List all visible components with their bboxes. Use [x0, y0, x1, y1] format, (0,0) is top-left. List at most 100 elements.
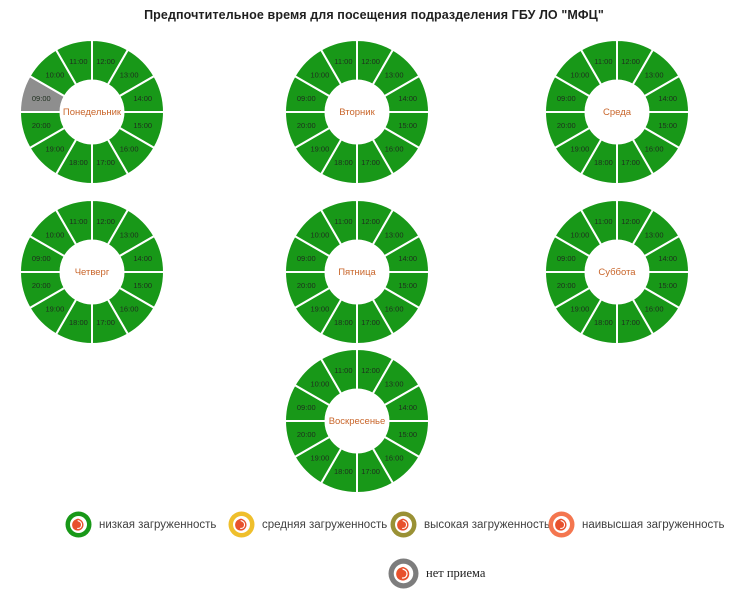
mfc-logo-glyph [72, 518, 84, 531]
legend-item-low: низкая загруженность [65, 509, 216, 540]
legend-medium-icon [228, 511, 255, 538]
legend-no-reception-icon [388, 558, 419, 589]
segment-time-label: 10:00 [45, 70, 64, 79]
legend-label: средняя загруженность [262, 518, 388, 531]
segment-time-label: 10:00 [310, 379, 329, 388]
segment-time-label: 09:00 [557, 254, 576, 263]
segment-time-label: 13:00 [120, 70, 139, 79]
segment-time-label: 12:00 [621, 217, 640, 226]
segment-time-label: 12:00 [361, 366, 380, 375]
segment-20:00 [283, 271, 332, 310]
segment-time-label: 14:00 [133, 254, 152, 263]
segment-time-label: 13:00 [645, 230, 664, 239]
segment-time-label: 14:00 [398, 254, 417, 263]
segment-time-label: 16:00 [120, 305, 139, 314]
segment-time-label: 15:00 [658, 121, 677, 130]
segment-time-label: 09:00 [32, 94, 51, 103]
segment-time-label: 17:00 [361, 318, 380, 327]
legend-label: низкая загруженность [99, 518, 217, 531]
donut-6-day: 09:00 10:00 11:00 12:00 13:00 14:00 15:00 16:00… [543, 198, 691, 346]
segment-20:00 [283, 420, 332, 459]
segment-time-label: 15:00 [398, 281, 417, 290]
segment-20:00 [283, 111, 332, 150]
segment-time-label: 20:00 [557, 281, 576, 290]
segment-time-label: 11:00 [594, 217, 612, 226]
donut-4-day: 09:00 10:00 11:00 12:00 13:00 14:00 15:00 16:00… [18, 198, 166, 346]
segment-time-label: 11:00 [69, 217, 87, 226]
segment-time-label: 20:00 [297, 281, 316, 290]
segment-time-label: 13:00 [385, 70, 404, 79]
segment-time-label: 19:00 [570, 305, 589, 314]
day-name-label: Понедельник [63, 107, 122, 118]
mfc-logo-glyph [396, 566, 410, 581]
legend-label: высокая загруженность [424, 518, 550, 531]
segment-time-label: 17:00 [621, 318, 640, 327]
segment-time-label: 11:00 [334, 217, 352, 226]
segment-time-label: 12:00 [96, 57, 115, 66]
segment-time-label: 14:00 [658, 254, 677, 263]
segment-time-label: 16:00 [385, 145, 404, 154]
mfc-logo-glyph [235, 518, 247, 531]
segment-time-label: 19:00 [45, 305, 64, 314]
segment-time-label: 19:00 [570, 145, 589, 154]
legend-label: наивысшая загруженность [582, 518, 725, 531]
day-name-label: Четверг [75, 267, 110, 278]
segment-20:00 [18, 111, 67, 150]
segment-time-label: 13:00 [645, 70, 664, 79]
segment-time-label: 12:00 [361, 217, 380, 226]
segment-time-label: 14:00 [133, 94, 152, 103]
segment-time-label: 18:00 [594, 158, 613, 167]
chart-title: Предпочтительное время для посещения под… [144, 8, 604, 22]
segment-time-label: 16:00 [645, 145, 664, 154]
segment-time-label: 19:00 [310, 305, 329, 314]
segment-time-label: 18:00 [334, 158, 353, 167]
legend-low-icon [65, 511, 92, 538]
segment-time-label: 17:00 [621, 158, 640, 167]
segment-time-label: 10:00 [570, 70, 589, 79]
segment-time-label: 20:00 [297, 430, 316, 439]
segment-time-label: 15:00 [133, 281, 152, 290]
segment-time-label: 13:00 [385, 230, 404, 239]
segment-time-label: 14:00 [658, 94, 677, 103]
segment-time-label: 15:00 [133, 121, 152, 130]
segment-time-label: 17:00 [361, 467, 380, 476]
legend-item-no-reception: нет приема [388, 558, 485, 589]
segment-time-label: 12:00 [621, 57, 640, 66]
segment-time-label: 16:00 [385, 454, 404, 463]
segment-time-label: 10:00 [310, 230, 329, 239]
segment-time-label: 09:00 [297, 94, 316, 103]
segment-time-label: 15:00 [398, 430, 417, 439]
no-reception-label: нет приема [426, 566, 486, 580]
donut-5-day: 09:00 10:00 11:00 12:00 13:00 14:00 15:00 16:00… [283, 198, 431, 346]
day-name-label: Суббота [598, 267, 636, 278]
segment-time-label: 20:00 [32, 121, 51, 130]
segment-time-label: 19:00 [45, 145, 64, 154]
segment-time-label: 18:00 [334, 467, 353, 476]
segment-time-label: 14:00 [398, 403, 417, 412]
segment-time-label: 17:00 [361, 158, 380, 167]
donut-2-day: 09:00 10:00 11:00 12:00 13:00 14:00 15:00 16:00… [283, 38, 431, 186]
segment-time-label: 09:00 [297, 403, 316, 412]
legend-item-highest: наивысшая загруженность [548, 509, 725, 540]
segment-time-label: 20:00 [297, 121, 316, 130]
segment-time-label: 16:00 [385, 305, 404, 314]
segment-time-label: 13:00 [120, 230, 139, 239]
legend-item-high: высокая загруженность [390, 509, 550, 540]
donut-7-day: 09:00 10:00 11:00 12:00 13:00 14:00 15:00 16:00… [283, 347, 431, 495]
mfc-logo-glyph [397, 518, 409, 531]
segment-time-label: 18:00 [69, 158, 88, 167]
segment-time-label: 20:00 [32, 281, 51, 290]
legend-high-icon [390, 511, 417, 538]
segment-time-label: 16:00 [120, 145, 139, 154]
segment-time-label: 12:00 [96, 217, 115, 226]
segment-time-label: 09:00 [297, 254, 316, 263]
segment-time-label: 11:00 [594, 57, 612, 66]
segment-time-label: 09:00 [32, 254, 51, 263]
donut-1-day: 09:00 10:00 11:00 12:00 13:00 14:00 15:00 16:00… [18, 38, 166, 186]
segment-time-label: 09:00 [557, 94, 576, 103]
segment-time-label: 18:00 [69, 318, 88, 327]
legend-item-medium: средняя загруженность [228, 509, 387, 540]
segment-time-label: 19:00 [310, 454, 329, 463]
segment-time-label: 20:00 [557, 121, 576, 130]
